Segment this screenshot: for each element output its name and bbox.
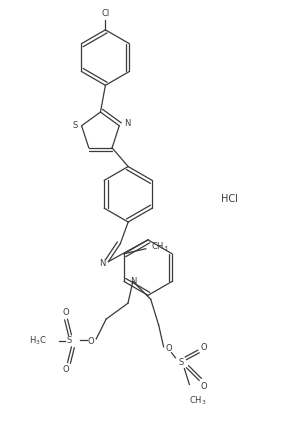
Text: S: S (179, 358, 184, 367)
Text: O: O (201, 382, 207, 391)
Text: HCl: HCl (221, 194, 238, 204)
Text: S: S (67, 336, 72, 345)
Text: N: N (124, 119, 130, 128)
Text: Cl: Cl (101, 9, 109, 18)
Text: CH$_3$: CH$_3$ (151, 240, 168, 253)
Text: N: N (130, 277, 136, 286)
Text: CH$_3$: CH$_3$ (189, 394, 206, 407)
Text: S: S (72, 121, 77, 130)
Text: O: O (88, 337, 95, 347)
Text: O: O (62, 365, 69, 374)
Text: H$_3$C: H$_3$C (29, 334, 47, 347)
Text: O: O (201, 343, 207, 352)
Text: O: O (62, 308, 69, 317)
Text: N: N (99, 259, 106, 268)
Text: O: O (165, 344, 172, 353)
